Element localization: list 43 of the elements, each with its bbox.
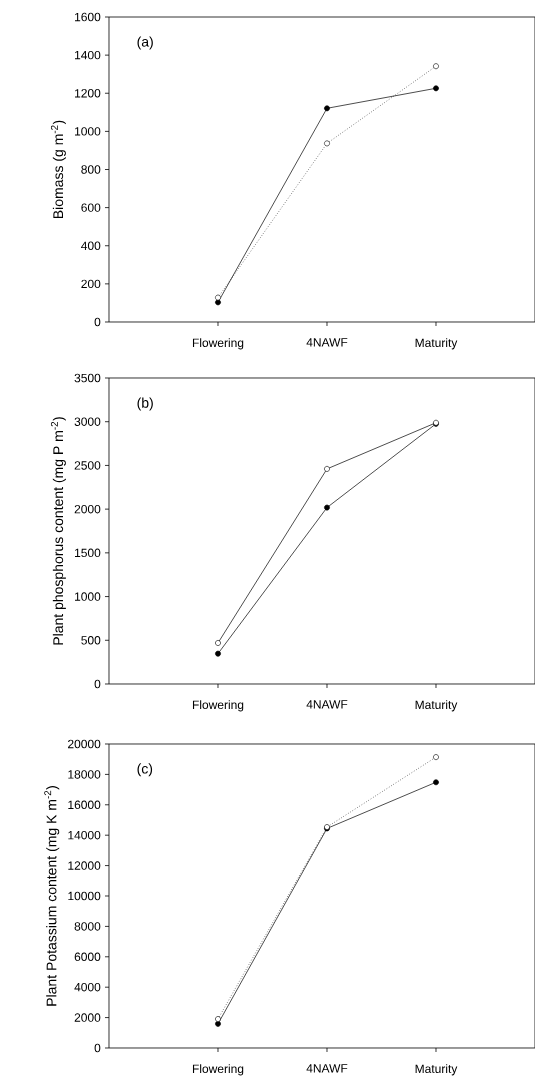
annotation: (c)	[137, 763, 153, 777]
y-tick-label: 12000	[68, 861, 101, 870]
y-tick-label: 1200	[75, 89, 101, 98]
y-tick-label: 0	[94, 317, 101, 327]
y-tick-label: 0	[94, 679, 101, 689]
x-tick-label: Maturity	[415, 338, 458, 350]
y-tick-label: 2000	[74, 1013, 101, 1022]
y-tick-label: 1600	[75, 12, 101, 22]
y-tick-label: 8000	[74, 922, 101, 931]
x-tick-label: Flowering	[192, 1064, 244, 1076]
y-tick-label: 500	[81, 636, 101, 645]
y-tick-label: 10000	[68, 891, 101, 901]
y-tick-label: 1500	[75, 548, 101, 558]
y-tick-label: 3000	[74, 417, 101, 426]
x-tick-label: Maturity	[415, 1064, 458, 1076]
y-tick-label: 16000	[68, 800, 101, 810]
y-tick-label: 0	[94, 1043, 101, 1053]
y-tick-label: 1400	[75, 50, 101, 60]
y-tick-label: 600	[81, 203, 101, 212]
y-axis-title: Plant phosphorus content (mg P m$^{-2}$)	[50, 417, 66, 645]
x-tick-label: 4NAWF	[306, 700, 348, 709]
annotation: (a)	[137, 36, 153, 50]
annotation: (b)	[137, 397, 153, 411]
y-tick-label: 20000	[68, 739, 101, 749]
x-tick-label: 4NAWF	[306, 1064, 348, 1073]
y-tick-label: 2500	[74, 461, 101, 470]
y-tick-label: 200	[81, 279, 101, 289]
y-axis-title: Plant Potassium content (mg K m$^{-2}$)	[44, 786, 60, 1006]
y-tick-label: 1000	[75, 127, 101, 136]
x-tick-label: Flowering	[192, 700, 244, 712]
y-tick-label: 800	[81, 165, 101, 174]
y-tick-label: 14000	[68, 830, 101, 840]
y-tick-label: 6000	[74, 952, 101, 962]
y-tick-label: 4000	[74, 982, 101, 992]
y-tick-label: 2000	[74, 504, 101, 514]
x-tick-label: Maturity	[415, 700, 458, 712]
x-tick-label: 4NAWF	[306, 338, 348, 347]
y-tick-label: 3500	[74, 373, 101, 383]
y-tick-label: 400	[81, 241, 101, 250]
y-axis-title: Biomass (g m$^{-2}$)	[50, 120, 66, 219]
y-tick-label: 18000	[68, 770, 101, 779]
y-tick-label: 1000	[75, 592, 101, 601]
x-tick-label: Flowering	[192, 338, 244, 350]
